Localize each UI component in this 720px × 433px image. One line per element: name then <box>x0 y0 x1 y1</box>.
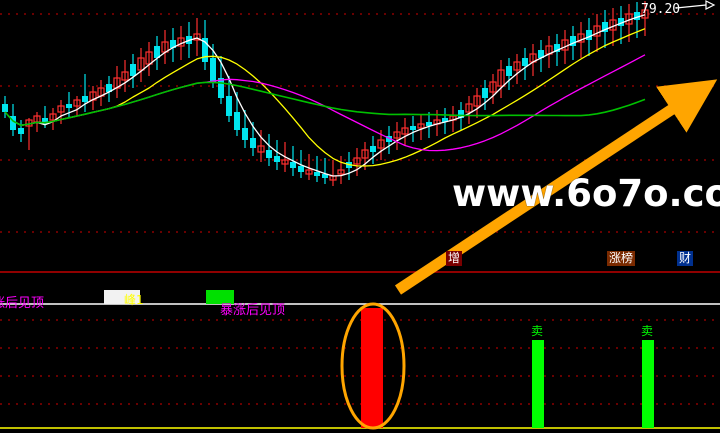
signal-label-top-after-surge: 涨后见顶 <box>0 296 45 311</box>
sell-signal-label: 卖 <box>641 324 654 338</box>
signal-label-peak: 峰1 <box>124 293 144 307</box>
signal-label-top-after-surge: 暴涨后见顶 <box>220 303 286 318</box>
toolbar-button-cai[interactable]: 财 <box>677 251 694 266</box>
toolbar-button-zeng[interactable]: 增 <box>446 251 463 266</box>
indicator-marker-box-1 <box>206 290 234 304</box>
toolbar-button-zhangbang[interactable]: 涨榜 <box>607 251 636 266</box>
watermark-text: www.6o7o.com <box>452 172 720 215</box>
last-price-label: 79.20 <box>641 2 681 17</box>
indicator-marker-box-0 <box>104 290 140 304</box>
sell-signal-label: 卖 <box>531 324 544 338</box>
